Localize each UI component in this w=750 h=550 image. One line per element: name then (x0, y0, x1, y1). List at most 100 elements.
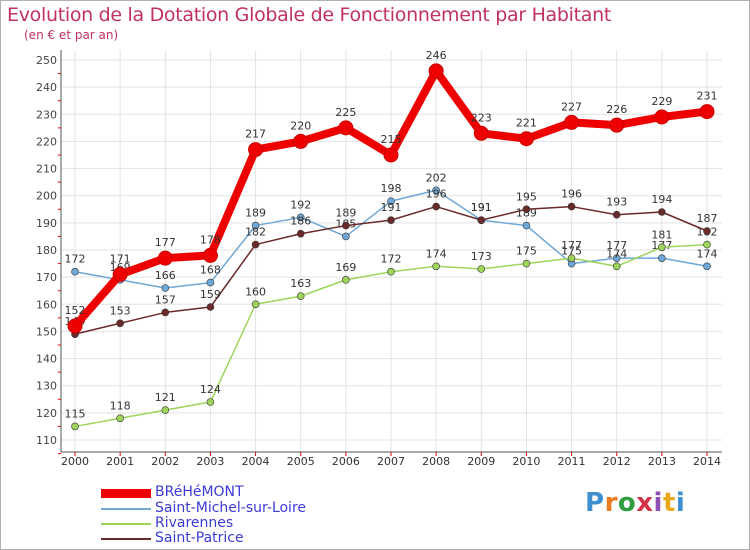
data-point-0-10 (522, 221, 531, 230)
data-point-0-3 (206, 278, 215, 287)
y-tick-label-200: 200 (36, 190, 57, 203)
data-point-2-4 (251, 240, 260, 249)
data-point-1-7 (387, 267, 395, 276)
data-point-3-14 (699, 104, 715, 120)
data-point-3-11 (564, 114, 580, 130)
data-point-3-8 (428, 63, 444, 79)
proxiti-logo: Proxiti (585, 488, 686, 518)
data-point-3-12 (609, 117, 625, 133)
data-point-1-0 (71, 422, 79, 431)
data-label-3-3: 178 (200, 233, 221, 246)
data-label-2-5: 186 (290, 215, 311, 228)
data-label-1-8: 174 (426, 247, 447, 260)
data-point-0-5 (296, 213, 305, 222)
data-point-1-12 (612, 262, 621, 271)
data-label-2-6: 189 (335, 207, 356, 220)
data-label-1-10: 175 (516, 245, 537, 258)
data-point-2-3 (206, 303, 215, 311)
data-label-2-14: 187 (697, 212, 718, 225)
x-tick-label-2004: 2004 (242, 455, 270, 468)
data-label-3-13: 229 (651, 95, 672, 108)
legend-swatch-brehemont (101, 489, 151, 498)
data-point-3-4 (248, 142, 264, 158)
y-tick-label-180: 180 (36, 244, 57, 257)
data-point-2-8 (432, 202, 440, 211)
data-point-2-7 (387, 216, 395, 224)
data-point-2-9 (477, 216, 486, 224)
x-tick-label-2002: 2002 (151, 455, 179, 468)
data-point-1-14 (703, 240, 711, 249)
data-point-3-5 (293, 133, 309, 149)
legend-swatch-rivarennes (101, 523, 151, 525)
x-tick-label-2013: 2013 (648, 455, 676, 468)
data-label-3-2: 177 (155, 236, 176, 249)
data-point-0-12 (612, 254, 621, 262)
x-tick-label-2011: 2011 (558, 455, 586, 468)
y-tick-label-130: 130 (36, 380, 57, 393)
data-point-1-3 (206, 398, 215, 406)
y-tick-label-160: 160 (36, 298, 57, 311)
data-point-2-12 (612, 210, 621, 219)
data-label-3-1: 171 (110, 252, 131, 265)
data-label-1-13: 181 (651, 228, 672, 241)
data-label-3-7: 215 (381, 133, 402, 146)
data-label-2-9: 191 (471, 201, 492, 214)
y-tick-label-220: 220 (36, 135, 57, 148)
x-tick-label-2010: 2010 (512, 455, 540, 468)
data-label-2-1: 153 (110, 304, 131, 317)
data-point-3-1 (112, 266, 128, 282)
data-point-2-6 (342, 221, 350, 230)
data-point-1-13 (658, 243, 666, 252)
x-tick-label-2014: 2014 (693, 455, 721, 468)
data-label-0-12: 177 (606, 239, 627, 252)
y-tick-label-170: 170 (36, 271, 57, 284)
data-label-2-13: 194 (651, 193, 672, 206)
y-tick-label-250: 250 (36, 54, 57, 67)
legend-swatch-saint-patrice (101, 538, 151, 540)
y-tick-label-190: 190 (36, 217, 57, 230)
data-point-0-6 (342, 232, 350, 241)
y-tick-label-210: 210 (36, 163, 57, 176)
data-label-1-9: 173 (471, 250, 492, 263)
data-label-0-5: 192 (290, 198, 311, 211)
data-label-0-7: 198 (381, 182, 402, 195)
data-label-1-3: 124 (200, 383, 221, 396)
legend-label-saint-patrice: Saint-Patrice (155, 530, 244, 546)
data-point-3-9 (473, 125, 489, 141)
data-label-1-11: 177 (561, 239, 582, 252)
data-label-3-6: 225 (335, 106, 356, 119)
y-tick-label-140: 140 (36, 353, 57, 366)
data-point-1-9 (477, 265, 486, 273)
data-point-2-1 (116, 319, 124, 328)
data-label-2-11: 196 (561, 188, 582, 201)
data-label-0-9: 191 (471, 201, 492, 214)
data-label-2-4: 182 (245, 226, 266, 239)
data-label-2-7: 191 (381, 201, 402, 214)
x-tick-label-2008: 2008 (422, 455, 450, 468)
data-label-3-9: 223 (471, 111, 492, 124)
data-label-0-8: 202 (426, 171, 447, 184)
data-point-0-0 (71, 267, 79, 276)
data-label-0-11: 175 (561, 245, 582, 258)
data-point-0-8 (432, 186, 440, 195)
data-point-3-3 (202, 247, 218, 263)
data-point-3-0 (67, 318, 83, 334)
data-point-1-5 (296, 292, 305, 300)
y-tick-label-150: 150 (36, 325, 57, 338)
data-label-3-8: 246 (426, 49, 447, 62)
data-point-2-11 (567, 202, 576, 211)
data-label-0-0: 172 (65, 253, 86, 266)
x-tick-label-2005: 2005 (287, 455, 315, 468)
x-tick-label-2006: 2006 (332, 455, 360, 468)
data-point-2-2 (161, 308, 170, 317)
data-label-3-5: 220 (290, 119, 311, 132)
data-label-1-12: 174 (606, 247, 627, 260)
chart-subtitle: (en € et par an) (24, 28, 119, 42)
data-point-1-10 (522, 259, 531, 268)
x-tick-label-2009: 2009 (467, 455, 495, 468)
data-label-3-14: 231 (697, 90, 718, 103)
data-label-3-0: 152 (65, 304, 86, 317)
y-tick-label-120: 120 (36, 407, 57, 420)
data-point-2-10 (522, 205, 531, 214)
